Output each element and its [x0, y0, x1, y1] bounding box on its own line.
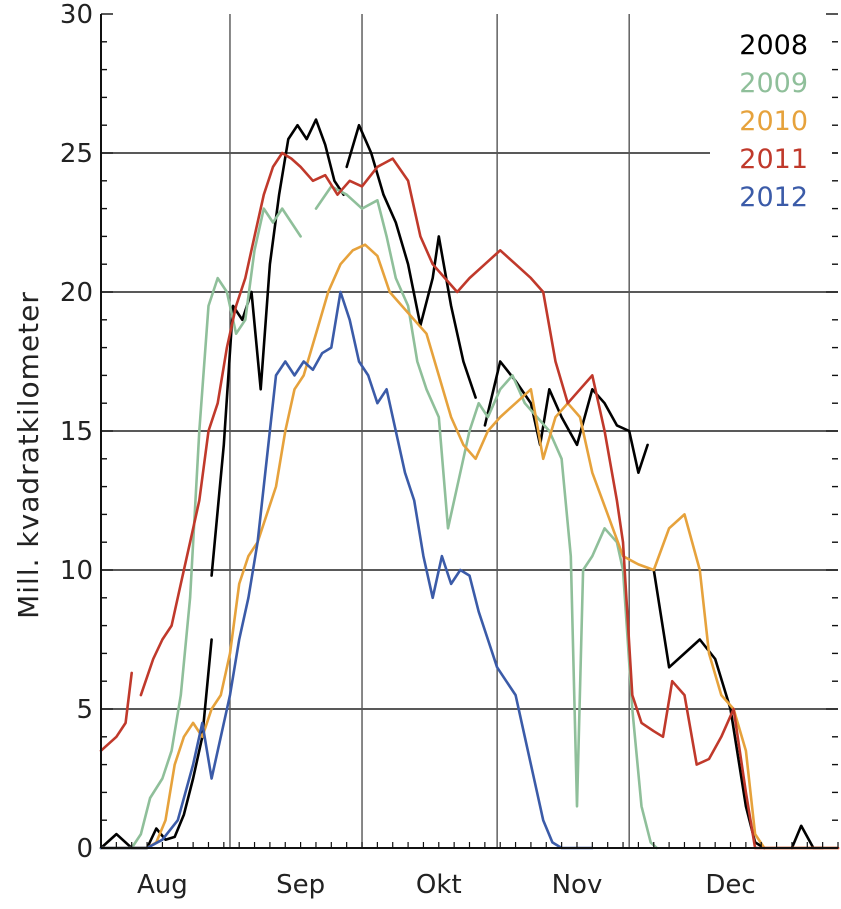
series-2008-segment-2: [345, 123, 477, 399]
legend: 2008 2009 2010 2011 2012: [710, 18, 832, 236]
series-2008-segment-3: [483, 360, 649, 474]
legend-label-2012: 2012: [739, 182, 808, 213]
y-tick-label-0: 0: [76, 834, 93, 864]
x-tick-label-Okt: Okt: [416, 870, 462, 900]
x-tick-label-Dec: Dec: [705, 870, 755, 900]
x-tick-label-Sep: Sep: [276, 870, 325, 900]
legend-label-2011: 2011: [739, 144, 808, 175]
y-axis-label: Mill. kvadratkilometer: [12, 291, 45, 619]
legend-background: [710, 18, 832, 236]
series-lines: [99, 118, 840, 850]
y-tick-label-15: 15: [60, 417, 93, 447]
x-tick-label-Aug: Aug: [137, 870, 188, 900]
series-2011: [99, 151, 840, 850]
legend-label-2008: 2008: [739, 30, 808, 61]
y-tick-label-20: 20: [60, 278, 93, 308]
series-2009: [99, 185, 659, 850]
axes: 0 5 10 15 20 25 30 Aug Sep Okt Nov Dec: [60, 0, 839, 900]
series-2009-segment-1: [314, 185, 659, 850]
y-tick-label-10: 10: [60, 556, 93, 586]
y-tick-label-5: 5: [76, 695, 93, 725]
x-tick-label-Nov: Nov: [552, 870, 603, 900]
legend-label-2009: 2009: [739, 68, 808, 99]
series-2010-segment-0: [99, 243, 840, 850]
series-2010: [99, 243, 840, 850]
series-2011-segment-0: [99, 671, 133, 752]
series-2009-segment-0: [99, 207, 302, 850]
legend-label-2010: 2010: [739, 106, 808, 137]
series-2011-segment-1: [139, 151, 840, 850]
series-2012: [99, 290, 594, 850]
y-tick-label-30: 30: [60, 0, 93, 30]
y-tick-label-25: 25: [60, 139, 93, 169]
series-2012-segment-0: [99, 290, 594, 850]
series-2008-segment-0: [99, 638, 213, 850]
series-2008-segment-1: [210, 118, 345, 577]
